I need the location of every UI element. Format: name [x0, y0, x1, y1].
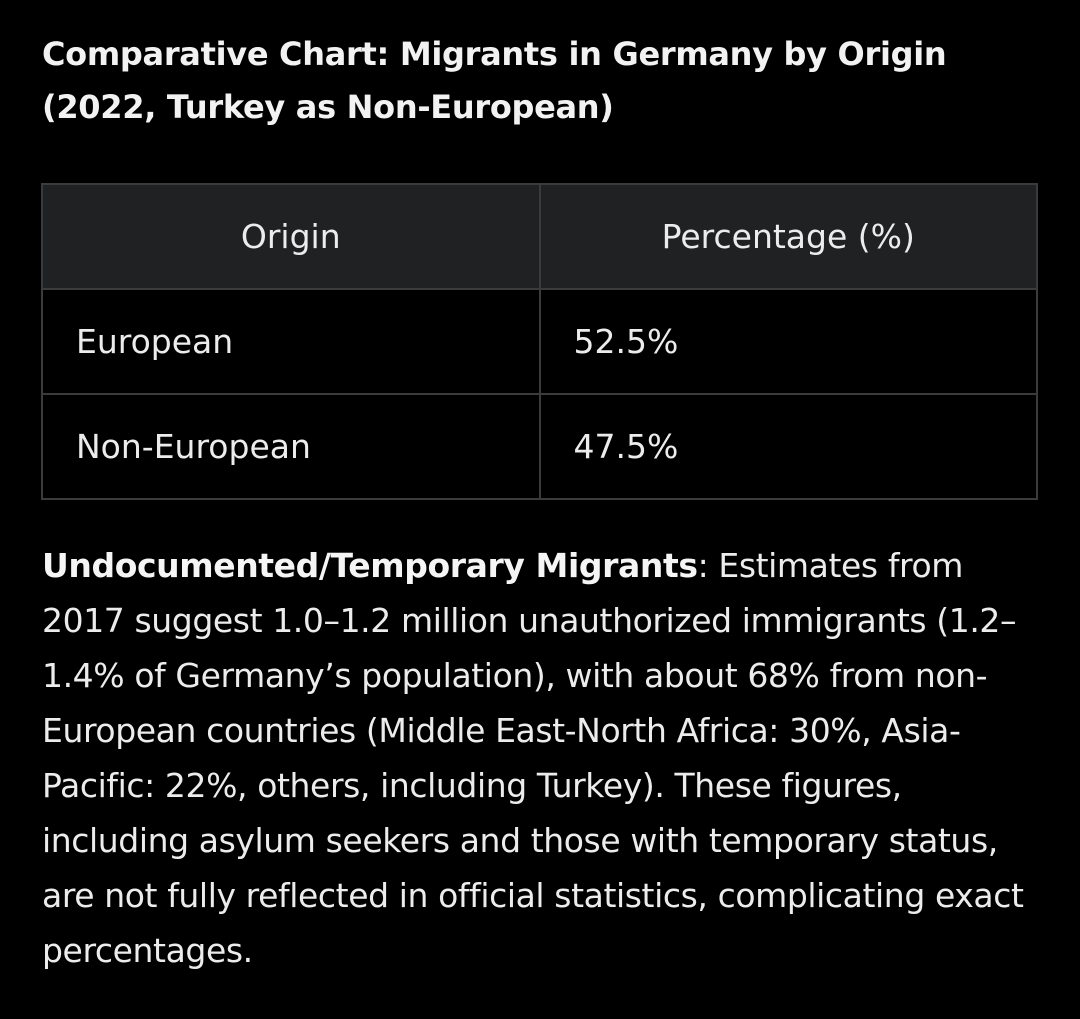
header-cell: Origin	[41, 183, 541, 290]
paragraph-label: Undocumented/Temporary Migrants	[42, 546, 698, 585]
header-row: Origin Percentage (%)	[41, 183, 1038, 290]
heading: Comparative Chart: Migrants in Germany b…	[42, 35, 947, 126]
cell: 47.5%	[538, 393, 1038, 500]
header-cell: Percentage (%)	[538, 183, 1038, 290]
cell: 52.5%	[538, 288, 1038, 395]
paragraph-text: : Estimates from 2017 suggest 1.0–1.2 mi…	[42, 546, 1024, 970]
cell: Non-European	[41, 393, 541, 500]
row: European 52.5%	[41, 288, 1038, 395]
paragraph: Undocumented/Temporary Migrants: Estimat…	[42, 538, 1038, 978]
data-table: Origin Percentage (%) European 52.5% Non…	[41, 183, 1038, 500]
response: Comparative Chart: Migrants in Germany b…	[41, 28, 1038, 978]
row: Non-European 47.5%	[41, 393, 1038, 500]
cell: European	[41, 288, 541, 395]
